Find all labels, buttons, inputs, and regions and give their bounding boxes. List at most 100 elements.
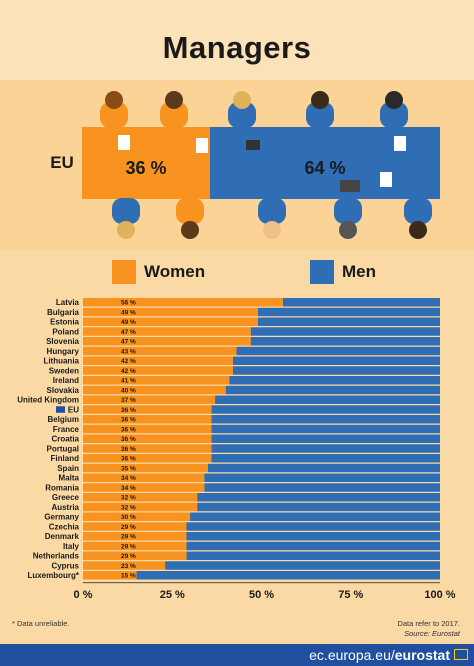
- value-label: 15 %: [121, 573, 136, 580]
- category-label: Slovenia: [46, 337, 79, 346]
- bar-women: [83, 532, 187, 541]
- person-man-icon: [258, 198, 286, 239]
- bar-men: [211, 434, 440, 443]
- category-label: United Kingdom: [17, 396, 79, 405]
- bar-men: [211, 415, 440, 424]
- bar-women: [83, 571, 137, 580]
- bar-men: [186, 522, 440, 531]
- person-woman-icon: [176, 198, 204, 239]
- laptop-icon: [340, 180, 360, 192]
- footer-brand[interactable]: eurostat: [394, 647, 450, 663]
- bar-men: [257, 317, 440, 326]
- bar-women: [83, 366, 233, 375]
- person-woman-icon: [112, 198, 140, 239]
- bar-men: [204, 473, 440, 482]
- bars-group: Latvia 56 % Bulgaria 49 % Estonia 49 % Poland 4…: [17, 298, 441, 580]
- x-tick-label: 100 %: [424, 589, 455, 601]
- bar-women: [83, 307, 258, 317]
- category-label: Estonia: [50, 318, 79, 327]
- eu-flag-icon: [454, 649, 468, 660]
- category-label: Hungary: [47, 347, 80, 356]
- value-label: 23 %: [121, 563, 136, 570]
- person-man-icon: [404, 198, 432, 239]
- bar-women: [83, 395, 216, 404]
- bar-men: [232, 366, 440, 375]
- x-tick-label: 75 %: [338, 589, 363, 601]
- hero-region-label: EU: [50, 153, 74, 172]
- bar-women: [83, 424, 212, 434]
- bar-women: [83, 454, 212, 463]
- value-label: 29 %: [121, 553, 136, 560]
- category-label: Poland: [52, 327, 79, 336]
- category-label: Lithuania: [43, 357, 79, 366]
- person-man-icon: [228, 91, 256, 128]
- bar-men: [186, 532, 440, 541]
- legend-men-swatch: [310, 260, 334, 284]
- x-tick-label: 50 %: [249, 589, 274, 601]
- person-woman-icon: [100, 91, 128, 128]
- category-label: Malta: [59, 474, 80, 483]
- value-label: 36 %: [121, 426, 136, 433]
- footer-url[interactable]: ec.europa.eu/: [309, 647, 395, 663]
- bar-women: [83, 493, 198, 502]
- value-label: 49 %: [121, 319, 136, 326]
- value-label: 32 %: [121, 495, 136, 502]
- value-label: 36 %: [121, 436, 136, 443]
- category-label: Slovakia: [47, 386, 80, 395]
- value-label: 36 %: [121, 417, 136, 424]
- chart-legend: Women Men: [0, 252, 474, 292]
- document-icon: [394, 136, 406, 151]
- value-label: 29 %: [121, 543, 136, 550]
- category-label: EU: [68, 405, 79, 414]
- category-label: Portugal: [47, 444, 79, 453]
- person-man-icon: [334, 198, 362, 239]
- bar-women: [83, 551, 187, 560]
- value-label: 30 %: [121, 514, 136, 521]
- bar-women: [83, 337, 251, 346]
- value-label: 42 %: [121, 368, 136, 375]
- bar-women: [83, 376, 230, 385]
- value-label: 40 %: [121, 387, 136, 394]
- legend-women-label: Women: [144, 262, 206, 281]
- x-axis: 0 % 25 % 50 % 75 % 100 %: [74, 582, 456, 601]
- bar-men: [186, 551, 440, 560]
- bar-men: [197, 502, 440, 512]
- value-label: 29 %: [121, 534, 136, 541]
- bar-men: [215, 395, 440, 404]
- bar-men: [257, 307, 440, 317]
- value-label: 49 %: [121, 309, 136, 316]
- bar-women: [83, 444, 212, 453]
- notes: * Data unreliable. Data refer to 2017. S…: [0, 614, 474, 644]
- value-label: 34 %: [121, 485, 136, 492]
- title-band: [0, 0, 474, 80]
- page-title: Managers: [162, 30, 312, 65]
- bar-women: [83, 385, 226, 395]
- footer-site[interactable]: ec.europa.eu/eurostat: [309, 647, 450, 663]
- bar-women: [83, 327, 251, 336]
- value-label: 36 %: [121, 456, 136, 463]
- bar-men: [211, 454, 440, 463]
- category-label: Cyprus: [51, 561, 79, 570]
- bar-men: [211, 424, 440, 434]
- value-label: 36 %: [121, 407, 136, 414]
- category-label: Bulgaria: [47, 308, 80, 317]
- bar-women: [83, 346, 237, 356]
- bar-men: [211, 405, 440, 414]
- person-man-icon: [306, 91, 334, 128]
- bar-men: [165, 561, 441, 570]
- category-label: Austria: [51, 503, 79, 512]
- bar-women: [83, 434, 212, 443]
- eu-flag-icon: [56, 406, 65, 413]
- bar-men: [225, 385, 440, 395]
- category-label: France: [53, 425, 80, 434]
- value-label: 47 %: [121, 339, 136, 346]
- category-label: Finland: [51, 454, 80, 463]
- bar-men: [282, 298, 440, 307]
- bar-men: [197, 493, 440, 502]
- value-label: 36 %: [121, 446, 136, 453]
- bar-men: [250, 327, 440, 336]
- value-label: 32 %: [121, 504, 136, 511]
- person-man-icon: [380, 91, 408, 128]
- bar-men: [229, 376, 440, 385]
- bar-men: [250, 337, 440, 346]
